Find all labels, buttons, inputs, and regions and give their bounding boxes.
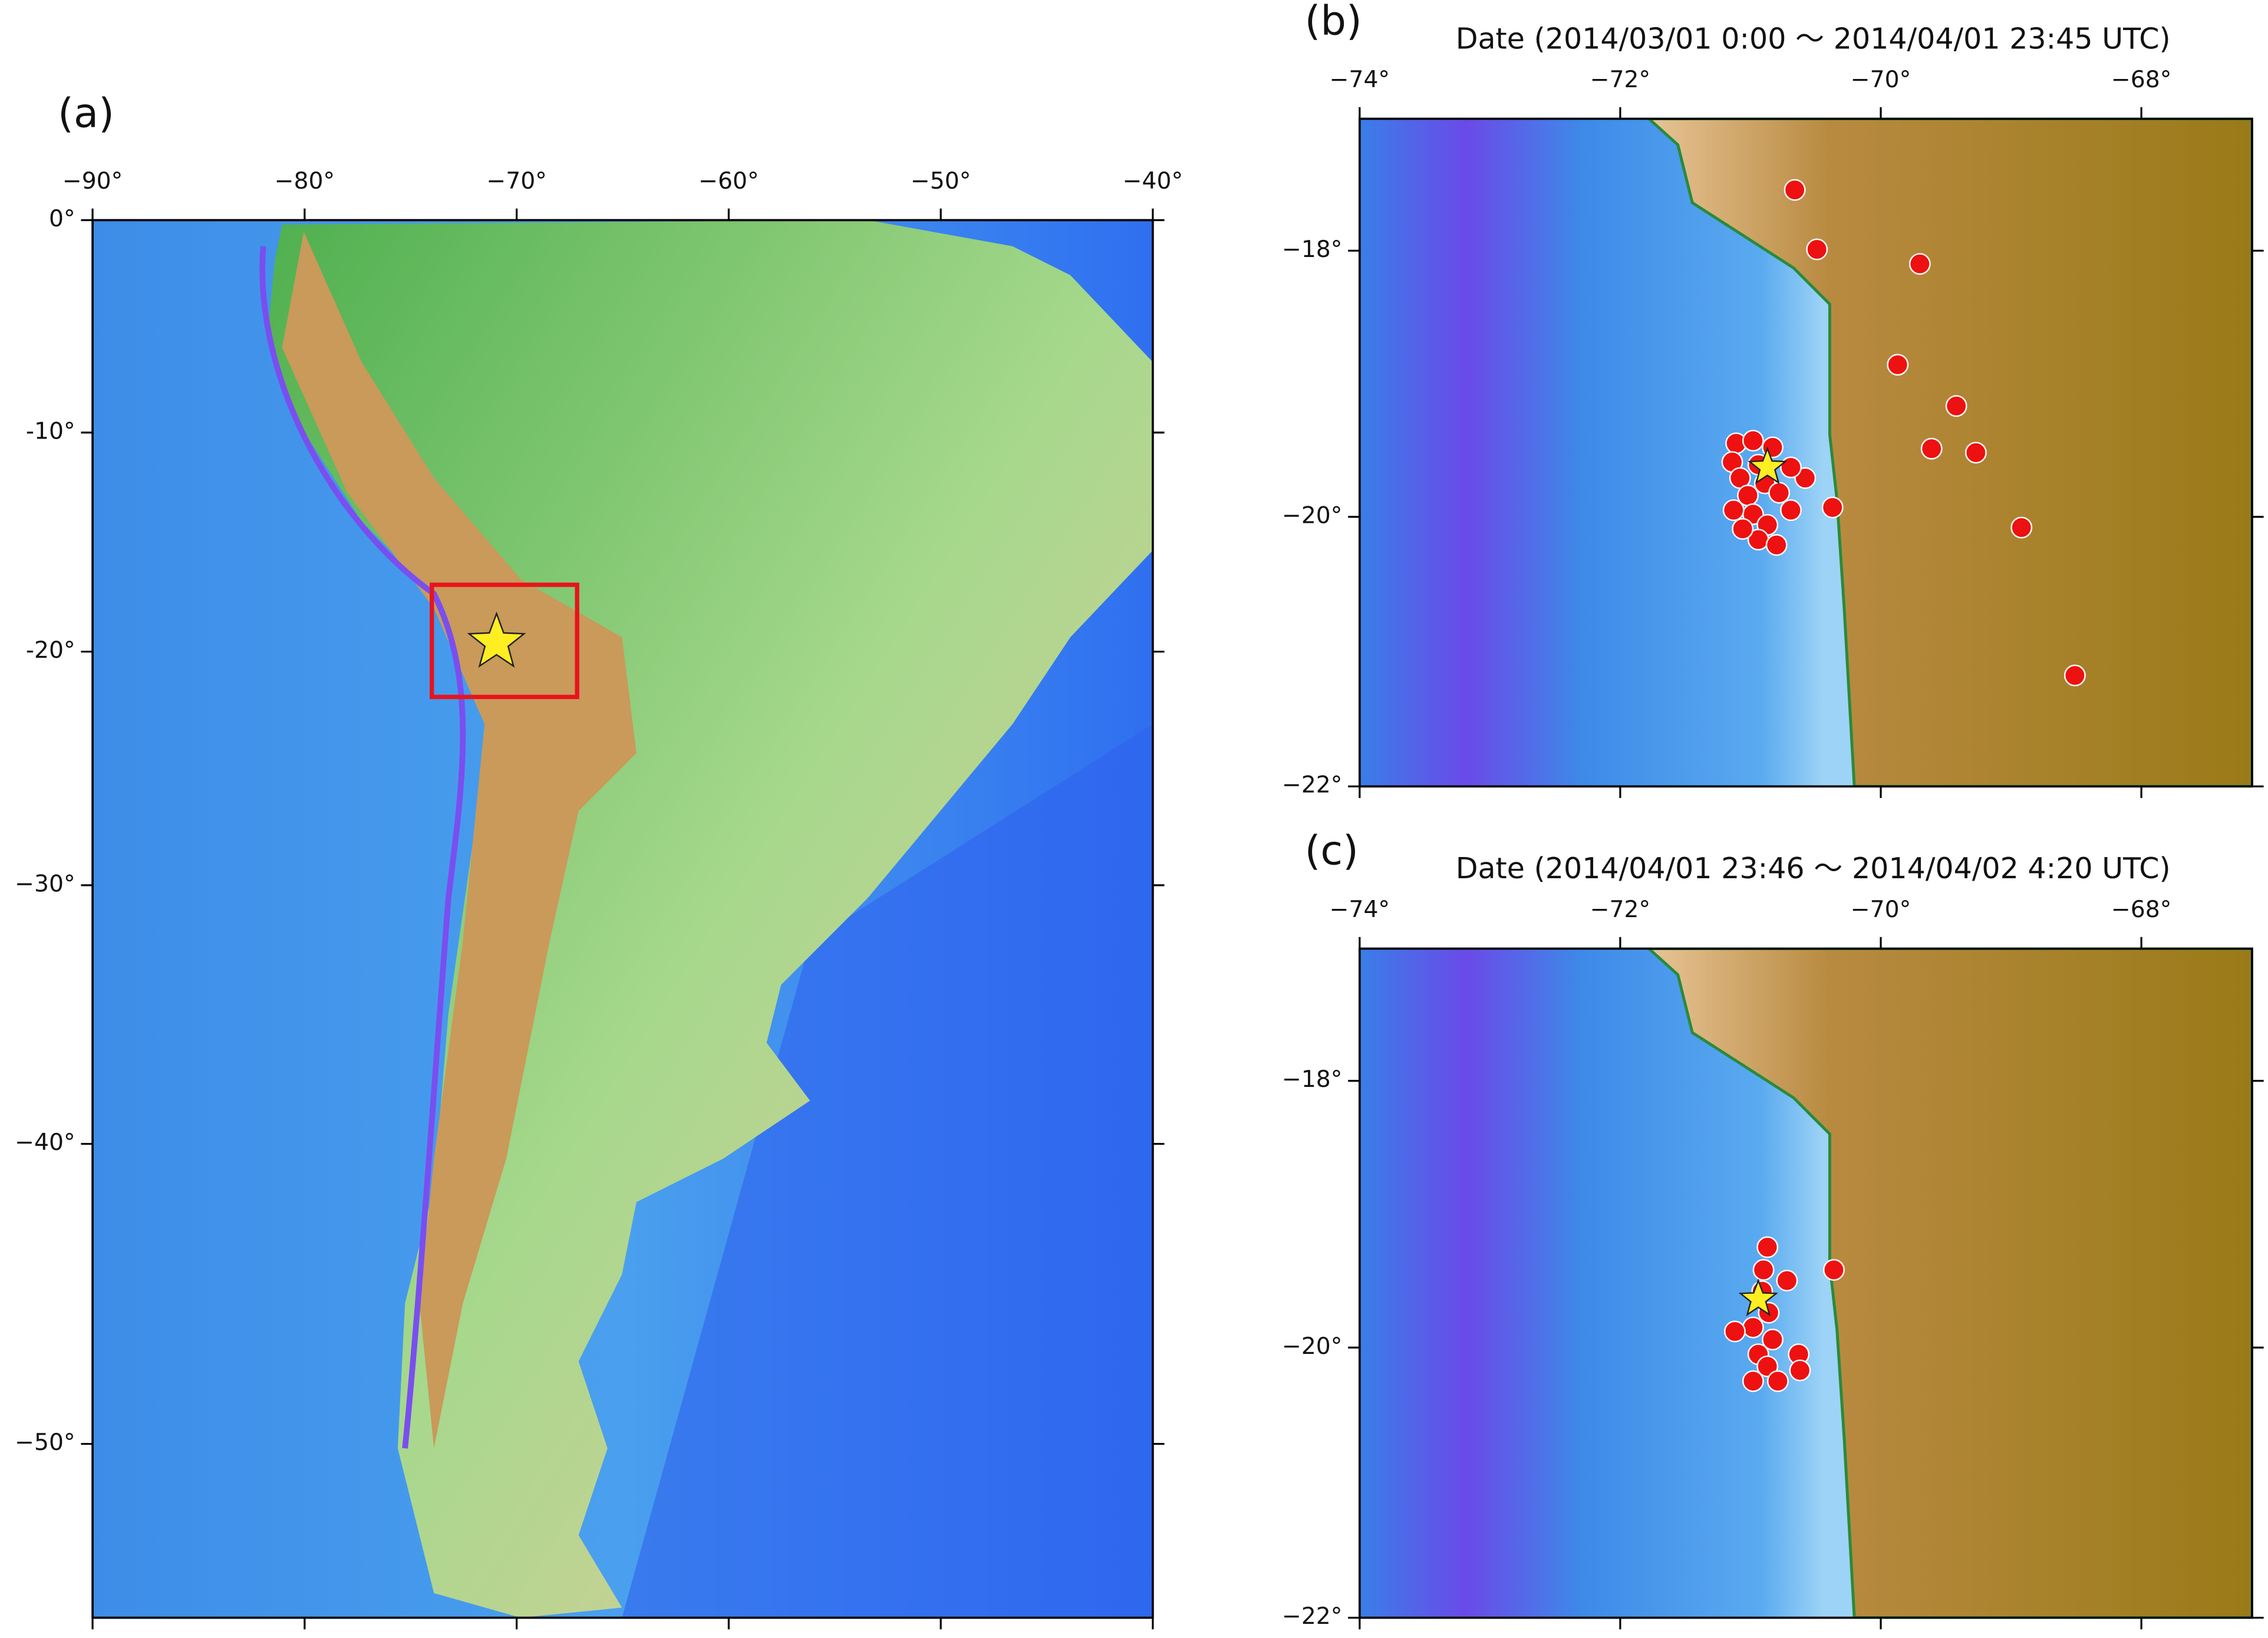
panel-label: (a): [58, 90, 114, 137]
map-frame: [1358, 117, 2253, 788]
y-tick-label: −22°: [1282, 772, 1342, 799]
x-tick-label: −70°: [1851, 67, 1911, 93]
earthquake: [1945, 395, 1967, 417]
earthquake: [1821, 496, 1844, 519]
earthquake: [1806, 238, 1828, 261]
x-tick-label: −50°: [911, 168, 971, 195]
earthquake: [1742, 430, 1764, 452]
earthquake: [2010, 516, 2033, 539]
earthquake: [1742, 1316, 1764, 1339]
y-tick-label: -10°: [26, 418, 75, 444]
x-tick-label: −60°: [698, 168, 759, 195]
earthquake: [1762, 1329, 1784, 1351]
panel-title: Date (2014/03/01 0:00 〜 2014/04/01 23:45…: [1456, 21, 2171, 55]
earthquake: [1722, 499, 1745, 521]
earthquake: [1765, 534, 1788, 556]
x-tick-label: −74°: [1330, 67, 1390, 93]
earthquake: [1964, 441, 1987, 464]
x-tick-label: −90°: [62, 168, 123, 195]
earthquake: [1742, 1370, 1764, 1392]
x-tick-label: −70°: [486, 168, 546, 195]
x-tick-label: −72°: [1590, 67, 1650, 93]
x-tick-label: −68°: [2111, 897, 2171, 923]
map-background: [93, 220, 1153, 1618]
earthquake: [1724, 1320, 1746, 1343]
epicenter-star: [467, 611, 526, 668]
y-tick-label: −18°: [1282, 1066, 1342, 1093]
inset-box: [430, 582, 579, 700]
earthquake: [1784, 179, 1806, 201]
x-tick-label: −40°: [1123, 168, 1183, 195]
y-tick-label: −22°: [1282, 1603, 1342, 1630]
earthquake: [1752, 1259, 1775, 1281]
map-frame: [1358, 947, 2253, 1619]
epicenter-star: [1738, 1278, 1778, 1317]
y-tick-label: −40°: [15, 1129, 75, 1156]
earthquake: [1920, 437, 1943, 460]
earthquake: [1823, 1259, 1845, 1281]
map-frame: [91, 219, 1154, 1619]
earthquake: [1766, 1370, 1789, 1392]
earthquake: [1789, 1359, 1811, 1382]
x-tick-label: −68°: [2111, 67, 2171, 93]
y-tick-label: 0°: [49, 206, 75, 232]
panel-label: (b): [1305, 0, 1362, 44]
y-tick-label: −20°: [1282, 1333, 1342, 1360]
earthquake: [1887, 354, 1909, 376]
x-tick-label: −74°: [1330, 897, 1390, 923]
earthquake: [1756, 1355, 1779, 1377]
y-tick-label: −18°: [1282, 236, 1342, 263]
earthquake: [1780, 456, 1802, 479]
x-tick-label: −70°: [1851, 897, 1911, 923]
earthquake: [2063, 664, 2086, 687]
map-background: [1359, 118, 2253, 787]
panel-title: Date (2014/04/01 23:46 〜 2014/04/02 4:20…: [1456, 851, 2171, 885]
y-tick-label: −30°: [15, 871, 75, 897]
y-tick-label: −20°: [1282, 502, 1342, 529]
x-tick-label: −80°: [275, 168, 335, 195]
epicenter-star: [1748, 446, 1788, 485]
earthquake: [1776, 1270, 1798, 1292]
earthquake: [1780, 499, 1802, 521]
earthquake: [1732, 518, 1754, 540]
earthquake: [1908, 253, 1931, 275]
earthquake: [1768, 482, 1791, 504]
y-tick-label: -20°: [26, 637, 75, 664]
map-background: [1359, 948, 2253, 1618]
y-tick-label: −50°: [15, 1429, 75, 1456]
earthquake: [1756, 1236, 1779, 1258]
panel-label: (c): [1305, 827, 1359, 874]
x-tick-label: −72°: [1590, 897, 1650, 923]
